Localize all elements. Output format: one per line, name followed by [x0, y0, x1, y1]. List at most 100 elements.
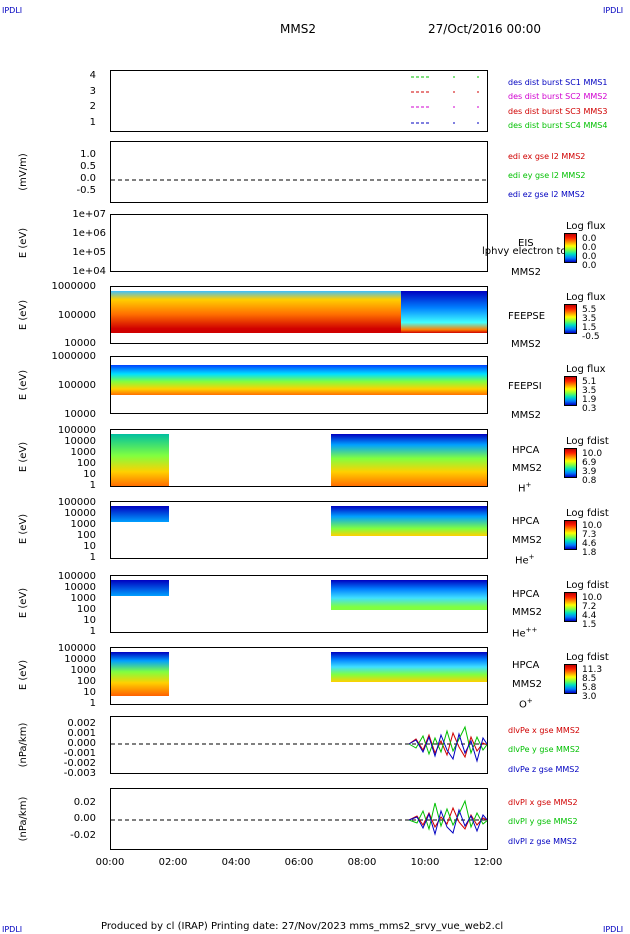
- hpca-h-label-sc: MMS2: [512, 463, 542, 474]
- hpca-o-cb-v2: 8.5: [582, 674, 597, 684]
- feepse-label-instrument: FEEPSE: [508, 311, 546, 322]
- feepse-ylabel: E (eV): [18, 299, 29, 331]
- edi-ytick-2: 0.5: [80, 161, 96, 172]
- hpca-he2-cb-v3: 4.4: [582, 611, 597, 621]
- xtick-0800: 08:00: [347, 857, 377, 868]
- hpca-o-cb-v4: 3.0: [582, 692, 597, 702]
- feepsi-ytick-1: 1000000: [51, 351, 96, 362]
- hpca-o-cb-v1: 11.3: [582, 665, 603, 675]
- hpca-he2-ytick-1: 100000: [57, 571, 96, 582]
- feepsi-cb-v2: 3.5: [582, 386, 597, 396]
- hpca-he2-label-instrument: HPCA: [512, 589, 540, 600]
- legend-divpi-z: dlvPl z gse MMS2: [508, 837, 578, 846]
- hpca-he-ytick-5: 10: [83, 541, 96, 552]
- hpca-o-ylabel: E (eV): [18, 659, 29, 691]
- divpe-x-line: [408, 731, 487, 759]
- divpi-ytick-3: -0.02: [70, 830, 96, 841]
- hpca-he2-ylabel: E (eV): [18, 587, 29, 619]
- hpca-he-label-sc: MMS2: [512, 535, 542, 546]
- eis-label-instrument: EIS: [518, 238, 534, 249]
- panel-feepsi: [110, 356, 488, 414]
- footer-text: Produced by cl (IRAP) Printing date: 27/…: [101, 921, 504, 932]
- corner-label-bottom-right: IPDLI: [603, 925, 624, 934]
- legend-burst-sc2: des dist burst SC2 MMS2: [508, 92, 608, 101]
- hpca-h-block-early: [111, 434, 169, 486]
- eis-cb-v3: 0.0: [582, 252, 597, 262]
- edi-ylabel: (mV/m): [18, 153, 29, 191]
- hpca-he2-cb-v2: 7.2: [582, 602, 597, 612]
- hpca-h-ytick-3: 1000: [70, 447, 96, 458]
- divpe-ytick-4: -0.001: [63, 748, 96, 759]
- feepsi-label-sc: MMS2: [511, 410, 541, 421]
- legend-divpe-y: dlvPe y gse MMS2: [508, 745, 580, 754]
- legend-edi-z: edi ez gse l2 MMS2: [508, 190, 585, 199]
- panel-hpca-he: [110, 501, 488, 559]
- feepsi-colorbar-title: Log flux: [566, 364, 606, 375]
- hpca-o-block-late: [331, 652, 487, 682]
- hpca-he2-block-early: [111, 580, 169, 596]
- hpca-he2-colorbar-title: Log fdist: [566, 580, 609, 591]
- divpi-y-line: [408, 799, 487, 831]
- divpe-ytick-5: -0.002: [63, 758, 96, 769]
- hpca-he-ytick-4: 100: [76, 530, 96, 541]
- divpi-ylabel: (nPa/km): [18, 796, 29, 842]
- divpe-ytick-3: 0.000: [67, 738, 96, 749]
- hpca-he-cb-v4: 1.8: [582, 548, 597, 558]
- hpca-o-species: O+: [519, 697, 533, 711]
- corner-label-bottom-left: IPDLI: [2, 925, 23, 934]
- hpca-h-block-late: [331, 434, 487, 486]
- legend-divpe-z: dlvPe z gse MMS2: [508, 765, 580, 774]
- divpe-z-line: [408, 732, 487, 763]
- edi-ytick-1: 1.0: [80, 149, 96, 160]
- legend-edi-y: edi ey gse l2 MMS2: [508, 171, 586, 180]
- eis-cb-v2: 0.0: [582, 243, 597, 253]
- feepsi-ytick-2: 100000: [57, 380, 96, 391]
- xtick-0000: 00:00: [95, 857, 125, 868]
- hpca-h-colorbar-title: Log fdist: [566, 436, 609, 447]
- panel-feepse: [110, 286, 488, 344]
- hpca-o-ytick-4: 100: [76, 676, 96, 687]
- hpca-o-label-instrument: HPCA: [512, 660, 540, 671]
- hpca-o-cb-v3: 5.8: [582, 683, 597, 693]
- hpca-h-ytick-4: 100: [76, 458, 96, 469]
- feepse-ytick-1: 1000000: [51, 281, 96, 292]
- eis-colorbar-title: Log flux: [566, 221, 606, 232]
- hpca-h-cb-v3: 3.9: [582, 467, 597, 477]
- hpca-he-block-late: [331, 506, 487, 536]
- burst-ytick-4: 4: [89, 70, 96, 81]
- feepsi-ytick-3: 10000: [64, 409, 96, 420]
- divpi-ytick-2: 0.00: [73, 813, 96, 824]
- panel-burst: [110, 70, 488, 132]
- feepse-cb-v3: 1.5: [582, 323, 597, 333]
- hpca-he-label-instrument: HPCA: [512, 516, 540, 527]
- hpca-he-colorbar: [564, 520, 577, 550]
- hpca-o-ytick-3: 1000: [70, 665, 96, 676]
- hpca-h-colorbar: [564, 448, 577, 478]
- panel-hpca-o: [110, 647, 488, 705]
- feepse-spectrogram-late: [401, 291, 487, 333]
- legend-burst-sc3: des dist burst SC3 MMS3: [508, 107, 608, 116]
- feepse-colorbar: [564, 304, 577, 334]
- hpca-h-species: H+: [518, 481, 532, 495]
- hpca-he2-label-sc: MMS2: [512, 607, 542, 618]
- panel-edi: [110, 141, 488, 203]
- hpca-h-label-instrument: HPCA: [512, 445, 540, 456]
- feepse-ytick-3: 10000: [64, 338, 96, 349]
- hpca-o-ytick-5: 10: [83, 687, 96, 698]
- panel-divpe: [110, 716, 488, 774]
- edi-ytick-4: -0.5: [76, 185, 96, 196]
- hpca-he-species: He+: [515, 553, 535, 567]
- hpca-he-ytick-6: 1: [89, 552, 96, 563]
- legend-edi-x: edi ex gse l2 MMS2: [508, 152, 586, 161]
- feepse-cb-v2: 3.5: [582, 314, 597, 324]
- divpe-y-line: [408, 725, 487, 756]
- legend-burst-sc4: des dist burst SC4 MMS4: [508, 121, 608, 130]
- hpca-he-ytick-1: 100000: [57, 497, 96, 508]
- divpe-ylabel: (nPa/km): [18, 722, 29, 768]
- hpca-he2-ytick-2: 10000: [64, 582, 96, 593]
- eis-ytick-3: 1e+05: [72, 247, 106, 258]
- hpca-h-cb-v2: 6.9: [582, 458, 597, 468]
- feepse-label-sc: MMS2: [511, 339, 541, 350]
- legend-divpe-x: dlvPe x gse MMS2: [508, 726, 580, 735]
- feepsi-cb-v1: 5.1: [582, 377, 597, 387]
